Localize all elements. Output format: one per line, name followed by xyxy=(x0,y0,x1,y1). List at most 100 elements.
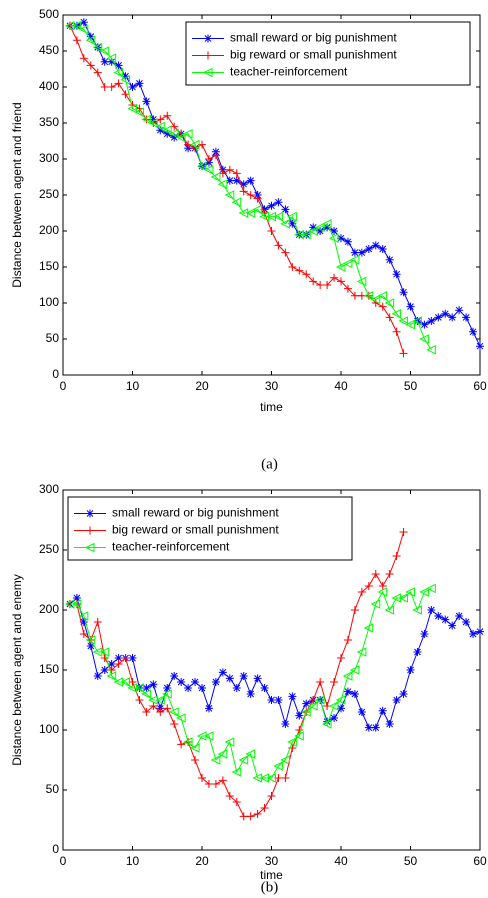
data-point xyxy=(371,723,380,732)
data-point xyxy=(142,708,151,716)
legend-label: teacher-reinforcement xyxy=(230,65,348,79)
data-point xyxy=(184,684,193,692)
data-point xyxy=(356,647,367,657)
data-point xyxy=(238,755,249,765)
data-point xyxy=(287,211,297,222)
data-point xyxy=(218,668,227,677)
data-point xyxy=(135,79,144,88)
data-point xyxy=(79,630,88,638)
data-point xyxy=(99,46,110,56)
data-point xyxy=(378,582,387,590)
data-point xyxy=(93,672,102,680)
y-tick-label: 350 xyxy=(39,115,59,129)
x-axis-label: time xyxy=(260,868,283,882)
data-point xyxy=(170,672,179,680)
data-point xyxy=(71,599,82,609)
x-tick-label: 50 xyxy=(404,379,418,393)
data-point xyxy=(156,126,165,135)
data-point xyxy=(149,680,158,689)
data-point xyxy=(182,737,193,747)
data-point xyxy=(350,690,359,698)
data-point xyxy=(198,774,206,782)
data-point xyxy=(149,702,158,710)
data-point xyxy=(163,129,172,138)
data-point xyxy=(335,695,346,705)
data-point xyxy=(85,635,96,645)
data-point xyxy=(441,615,450,624)
legend-label: teacher-reinforcement xyxy=(112,540,230,554)
data-point xyxy=(71,20,82,31)
y-tick-label: 300 xyxy=(39,151,59,165)
data-point xyxy=(308,701,318,711)
data-point xyxy=(163,684,172,692)
y-tick-label: 100 xyxy=(39,295,59,309)
data-point xyxy=(217,749,228,759)
data-point xyxy=(224,737,235,747)
data-point xyxy=(210,755,221,765)
data-point xyxy=(169,707,179,717)
data-point xyxy=(384,605,395,615)
data-point xyxy=(364,723,373,732)
data-point xyxy=(308,226,318,236)
x-tick-label: 60 xyxy=(473,379,487,393)
y-tick-label: 100 xyxy=(39,722,59,736)
data-point xyxy=(288,692,297,701)
data-point xyxy=(455,612,464,620)
data-point xyxy=(330,714,339,722)
data-point xyxy=(337,654,345,662)
data-point xyxy=(246,176,255,185)
data-point xyxy=(142,97,151,106)
data-point xyxy=(267,696,276,704)
data-point xyxy=(370,294,381,305)
data-point xyxy=(225,165,234,174)
data-point xyxy=(330,227,339,235)
data-point xyxy=(337,277,345,286)
data-point xyxy=(378,706,387,715)
data-point xyxy=(274,241,283,250)
y-tick-label: 0 xyxy=(52,367,59,381)
data-point xyxy=(343,636,352,644)
data-point xyxy=(120,74,131,85)
data-point xyxy=(301,229,311,240)
data-point xyxy=(113,67,124,78)
data-point xyxy=(378,245,387,253)
data-point xyxy=(232,176,241,185)
data-point xyxy=(121,654,130,662)
data-point xyxy=(441,309,450,318)
x-tick-label: 50 xyxy=(404,854,418,868)
data-point xyxy=(321,218,332,229)
data-point xyxy=(350,606,359,614)
x-tick-label: 60 xyxy=(473,854,487,868)
data-point xyxy=(134,683,144,693)
data-point xyxy=(100,57,109,66)
legend-marker xyxy=(84,542,95,553)
data-point xyxy=(363,290,374,301)
data-point xyxy=(455,306,464,315)
data-point xyxy=(225,674,234,683)
y-tick-label: 50 xyxy=(46,782,60,796)
data-point xyxy=(203,731,214,741)
data-point xyxy=(170,133,179,142)
data-point xyxy=(469,630,478,638)
data-point xyxy=(357,588,366,596)
data-point xyxy=(427,317,436,325)
data-point xyxy=(260,804,269,812)
data-point xyxy=(266,773,276,783)
data-point xyxy=(420,630,429,638)
data-point xyxy=(448,313,457,322)
data-point xyxy=(342,258,353,269)
data-point xyxy=(399,288,408,297)
data-point xyxy=(426,583,436,594)
data-point xyxy=(343,687,352,696)
data-point xyxy=(246,191,255,199)
data-point xyxy=(281,205,290,214)
data-point xyxy=(399,690,408,698)
y-tick-label: 450 xyxy=(39,43,59,57)
data-point xyxy=(114,654,123,662)
data-point xyxy=(232,169,241,178)
data-point xyxy=(328,701,339,711)
data-point xyxy=(316,281,325,289)
data-point xyxy=(162,125,172,136)
data-point xyxy=(427,606,436,614)
data-point xyxy=(302,699,311,708)
